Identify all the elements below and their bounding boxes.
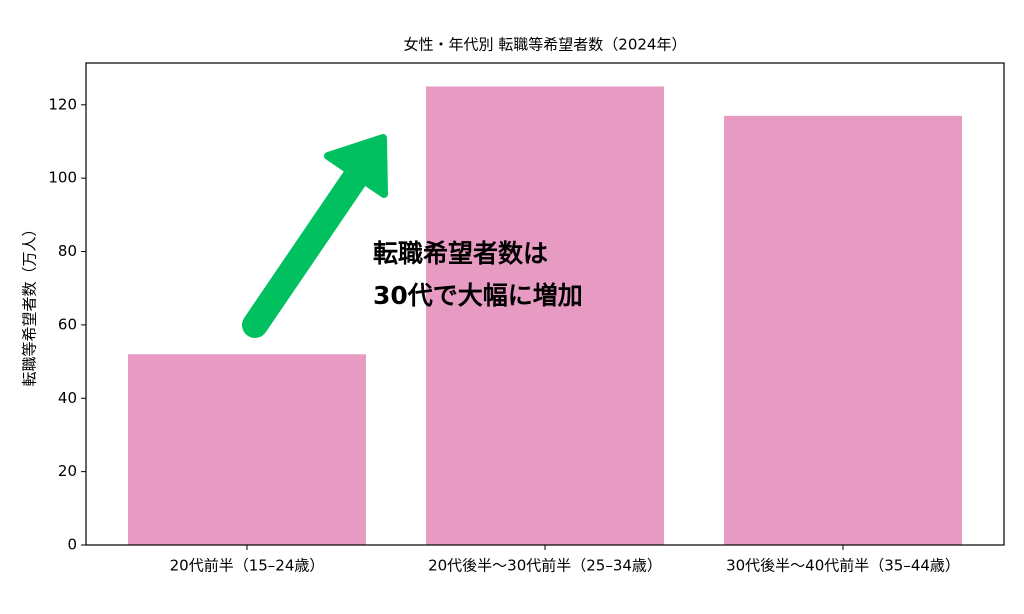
- bar: [724, 115, 962, 546]
- y-tick-label: 80: [58, 242, 77, 260]
- y-tick-label: 40: [58, 389, 77, 407]
- plot-area: [128, 86, 962, 546]
- x-tick-label: 20代前半（15–24歳）: [170, 557, 325, 575]
- y-tick-label: 100: [48, 169, 77, 187]
- x-tick-label: 20代後半〜30代前半（25–34歳）: [428, 557, 662, 575]
- y-tick-label: 120: [48, 95, 77, 113]
- arrow-head: [324, 134, 388, 198]
- x-tick-label: 30代後半〜40代前半（35–44歳）: [726, 557, 960, 575]
- annotation: 30代で大幅に増加: [373, 281, 583, 310]
- arrow-shaft: [242, 165, 368, 338]
- y-tick-label: 0: [67, 536, 77, 554]
- bar: [128, 354, 366, 545]
- bar: [426, 86, 664, 545]
- chart-title: 女性・年代別 転職等希望者数（2024年）: [404, 36, 687, 54]
- y-tick-label: 20: [58, 462, 77, 480]
- y-axis-label: 転職等希望者数（万人）: [21, 221, 39, 386]
- arrow: [242, 134, 388, 338]
- annotation: 転職希望者数は: [373, 239, 548, 268]
- y-tick-label: 60: [58, 315, 77, 333]
